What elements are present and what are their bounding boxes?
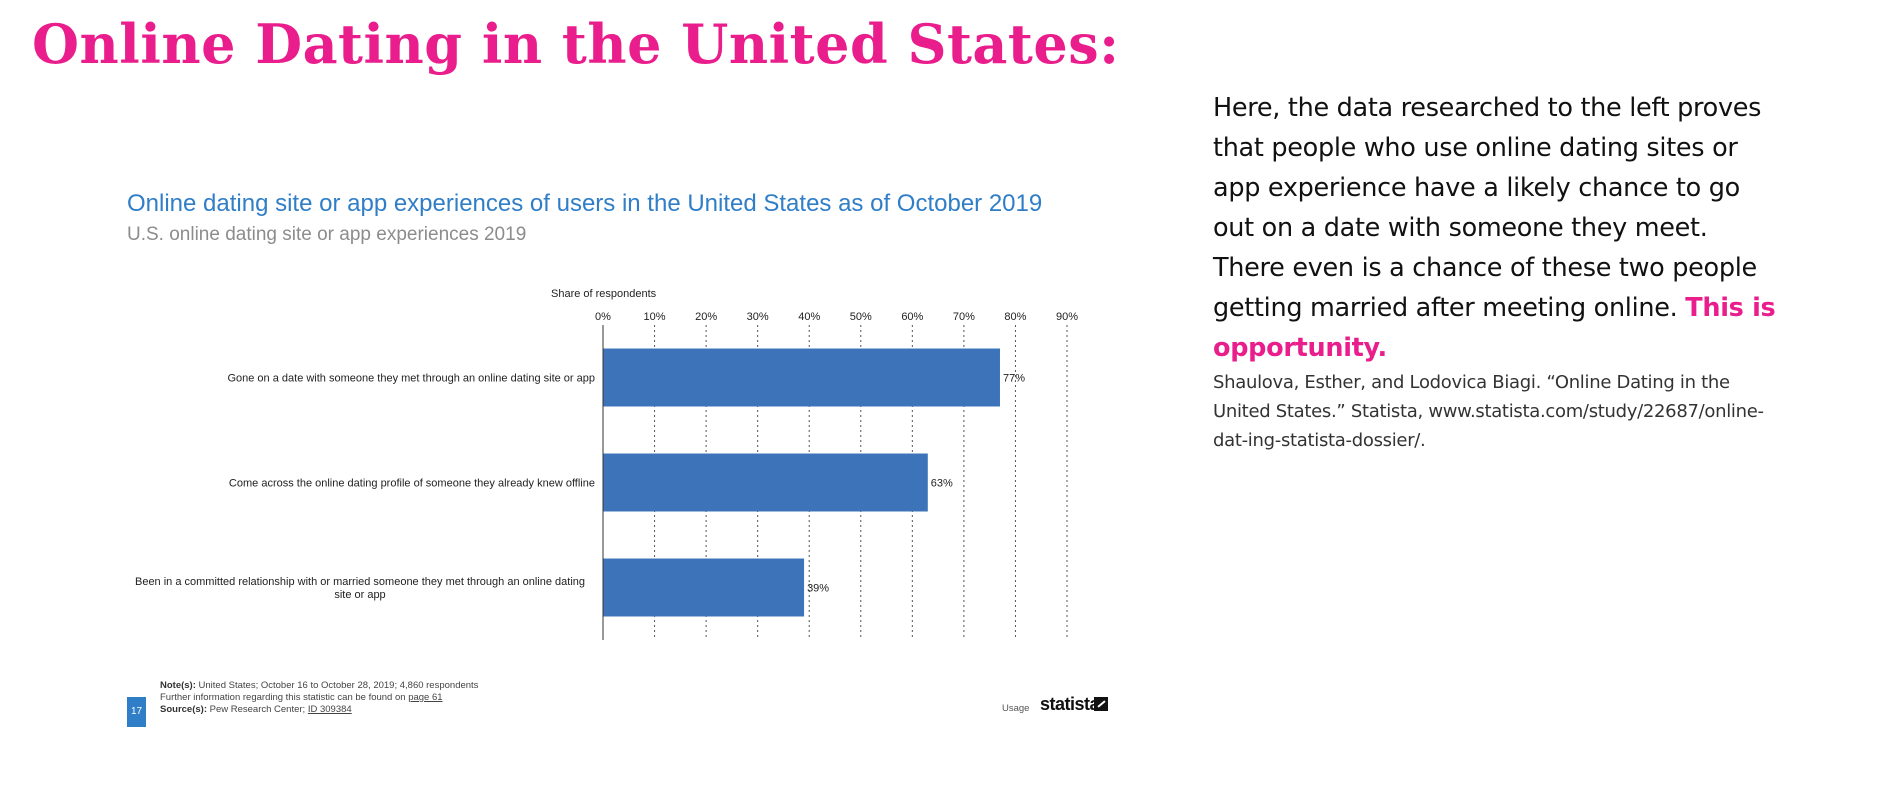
source-id-link[interactable]: ID 309384 (307, 704, 352, 715)
sources-text: Pew Research Center; (209, 704, 306, 715)
chart-footer: Note(s): United States; October 16 to Oc… (160, 680, 478, 716)
slide-title: Online Dating in the United States: (32, 12, 1120, 76)
x-tick-label: 80% (1004, 311, 1026, 323)
bar (603, 453, 928, 512)
x-tick-label: 40% (798, 311, 820, 323)
x-tick-label: 10% (644, 311, 666, 323)
x-tick-label: 60% (901, 311, 923, 323)
category-label: Been in a committed relationship with or… (135, 576, 585, 601)
body-text: Here, the data researched to the left pr… (1213, 88, 1783, 368)
data-label: 39% (807, 583, 829, 595)
data-label: 63% (931, 478, 953, 490)
x-axis-label: Share of respondents (551, 288, 657, 300)
sources-label: Source(s): (160, 704, 207, 715)
page-number: 17 (127, 697, 146, 727)
usage-link[interactable]: Usage (1002, 703, 1030, 714)
chart-subtitle: U.S. online dating site or app experienc… (127, 224, 527, 245)
x-tick-label: 70% (953, 311, 975, 323)
body-paragraph: Here, the data researched to the left pr… (1213, 93, 1762, 323)
statista-logo-icon (1094, 697, 1108, 711)
chart-title: Online dating site or app experiences of… (127, 190, 1043, 217)
data-label: 77% (1003, 373, 1025, 385)
x-tick-label: 30% (747, 311, 769, 323)
statista-logo: statista (1040, 694, 1100, 714)
bar-chart: Share of respondents 0% 10% 20% 30% 40% 50% 60%… (135, 288, 1078, 640)
x-tick-label: 20% (695, 311, 717, 323)
body-highlight: This is opportunity. (1213, 293, 1776, 363)
category-label: Gone on a date with someone they met thr… (227, 373, 595, 385)
bar (603, 558, 805, 617)
x-tick-label: 90% (1056, 311, 1078, 323)
citation: Shaulova, Esther, and Lodovica Biagi. “O… (1213, 372, 1764, 451)
page-link[interactable]: page 61 (408, 692, 443, 703)
notes-label: Note(s): (160, 680, 196, 691)
x-tick-label: 50% (850, 311, 872, 323)
bar (603, 348, 1000, 407)
notes-text: United States; October 16 to October 28,… (198, 680, 479, 691)
category-label: Come across the online dating profile of… (229, 478, 595, 490)
further-info-text: Further information regarding this stati… (160, 692, 406, 703)
x-tick-label: 0% (595, 311, 611, 323)
